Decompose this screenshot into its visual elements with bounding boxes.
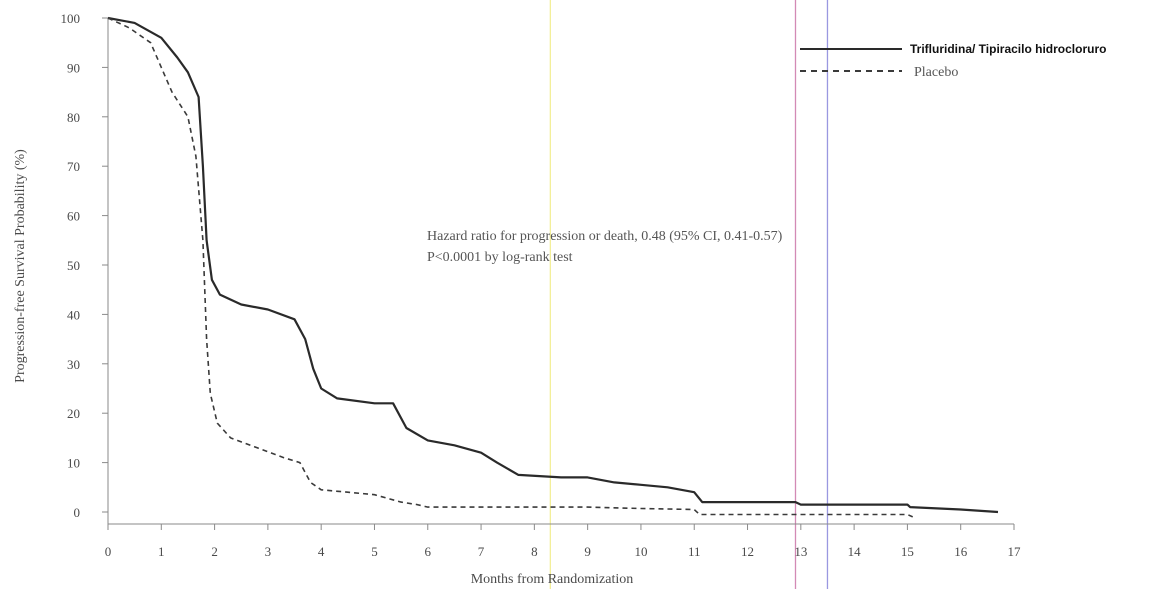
y-tick-label: 60 [67, 209, 80, 224]
chart-axes [107, 18, 1014, 525]
y-tick-label: 10 [67, 456, 80, 471]
p-value-annotation: P<0.0001 by log-rank test [427, 250, 573, 265]
x-tick-label: 9 [584, 544, 591, 559]
x-tick-label: 13 [794, 544, 807, 559]
x-tick-label: 8 [531, 544, 538, 559]
y-tick-label: 80 [67, 110, 80, 125]
y-tick-label: 100 [61, 11, 81, 26]
reference-lines [549, 0, 829, 589]
series-lines [107, 16, 999, 518]
legend-label-placebo: Placebo [914, 65, 958, 80]
x-axis-ticks: 0 1 2 3 4 5 6 7 8 9 10 11 12 13 14 15 16 17 [105, 524, 1021, 559]
series-line-placebo [107, 17, 914, 518]
x-tick-label: 7 [478, 544, 485, 559]
y-tick-label: 40 [67, 307, 80, 322]
x-tick-label: 15 [901, 544, 914, 559]
x-tick-label: 2 [211, 544, 218, 559]
x-tick-label: 4 [318, 544, 325, 559]
x-tick-label: 6 [425, 544, 432, 559]
x-tick-label: 11 [688, 544, 701, 559]
y-axis-title: Progression-free Survival Probability (%… [13, 149, 28, 383]
x-tick-label: 0 [105, 544, 112, 559]
legend-label-treatment: Trifluridina/ Tipiracilo hidrocloruro [910, 42, 1106, 56]
x-tick-label: 10 [634, 544, 647, 559]
x-tick-label: 1 [158, 544, 165, 559]
y-tick-label: 30 [67, 357, 80, 372]
x-tick-label: 12 [741, 544, 754, 559]
y-tick-label: 50 [67, 258, 80, 273]
x-tick-label: 5 [371, 544, 378, 559]
series-line-treatment [107, 16, 999, 514]
x-axis-title: Months from Randomization [471, 572, 634, 587]
x-tick-label: 17 [1008, 544, 1022, 559]
x-tick-label: 3 [265, 544, 272, 559]
y-tick-label: 20 [67, 406, 80, 421]
y-tick-label: 0 [74, 505, 81, 520]
x-tick-label: 16 [954, 544, 968, 559]
y-tick-label: 90 [67, 60, 80, 75]
legend: Trifluridina/ Tipiracilo hidrocloruro Pl… [800, 42, 1106, 80]
y-tick-label: 70 [67, 159, 80, 174]
y-axis-ticks: 0 10 20 30 40 50 60 70 80 90 100 [61, 11, 108, 520]
hazard-ratio-annotation: Hazard ratio for progression or death, 0… [427, 229, 783, 244]
x-tick-label: 14 [848, 544, 862, 559]
